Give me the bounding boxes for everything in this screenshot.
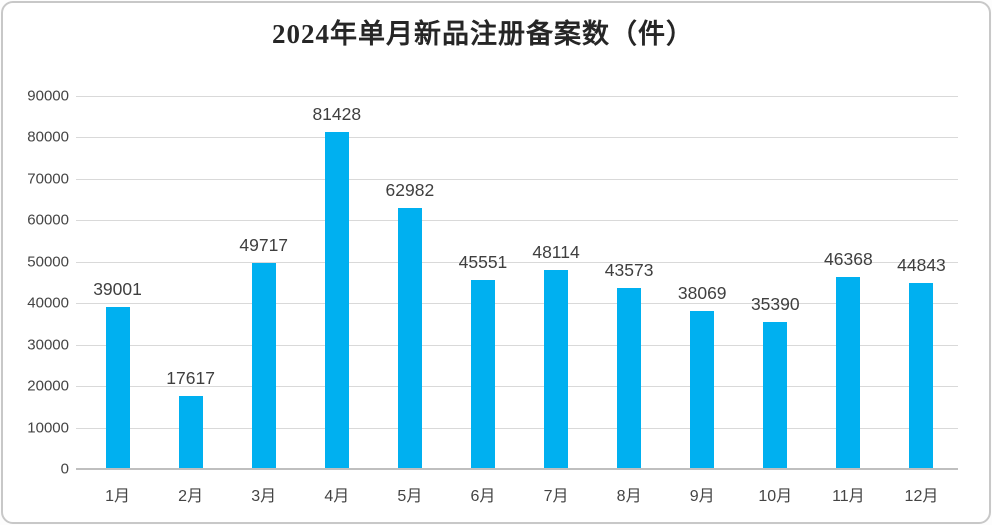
gridline: [76, 344, 958, 346]
data-label: 49717: [239, 234, 289, 255]
data-label: 62982: [385, 179, 435, 200]
x-axis-tick-label: 6月: [470, 488, 496, 505]
bar-12月: [909, 283, 934, 469]
data-label: 43573: [604, 260, 654, 281]
y-axis-tick-label: 60000: [27, 211, 69, 229]
bar-1月: [105, 307, 130, 469]
gridline: [76, 427, 958, 429]
y-axis-tick-label: 0: [60, 460, 69, 478]
data-label: 46368: [824, 248, 873, 269]
y-axis-tick-label: 10000: [27, 419, 69, 437]
gridline: [76, 261, 958, 263]
data-label: 17617: [166, 367, 215, 388]
x-axis-tick-label: 7月: [543, 488, 569, 505]
chart-title: 2024年单月新品注册备案数（件）: [272, 19, 694, 49]
bar-4月: [324, 131, 349, 469]
y-axis-tick-label: 70000: [27, 170, 69, 188]
x-axis-tick-label: 4月: [324, 488, 350, 505]
data-label: 45551: [458, 252, 508, 273]
data-label: 38069: [677, 283, 727, 304]
gridline: [76, 137, 958, 139]
x-axis-tick-label: 8月: [616, 488, 642, 505]
bar-5月: [397, 207, 422, 469]
x-axis-tick-label: 12月: [904, 488, 939, 505]
bar-9月: [690, 311, 715, 469]
bar-11月: [836, 276, 861, 469]
x-axis-tick-label: 3月: [251, 488, 277, 505]
gridline: [76, 386, 958, 388]
data-label: 48114: [532, 241, 580, 262]
data-label: 35390: [750, 294, 800, 315]
data-label: 81428: [312, 103, 362, 124]
gridline: [76, 220, 958, 222]
data-label: 44843: [897, 255, 946, 276]
bar-8月: [617, 288, 642, 469]
x-axis-tick-label: 5月: [397, 488, 423, 505]
y-axis-tick-label: 20000: [27, 377, 69, 395]
y-axis-tick-label: 50000: [27, 253, 69, 271]
bar-3月: [251, 262, 276, 469]
y-axis-tick-label: 40000: [27, 294, 69, 312]
bar-6月: [470, 280, 495, 469]
data-label: 39001: [93, 279, 142, 300]
x-axis-tick-label: 1月: [105, 488, 130, 505]
x-axis-tick-label: 9月: [689, 488, 715, 505]
y-axis-tick-label: 30000: [27, 336, 69, 354]
x-axis-tick-label: 2月: [178, 488, 204, 505]
y-axis-tick-label: 80000: [27, 128, 69, 146]
gridline: [76, 96, 958, 97]
bar-2月: [178, 395, 203, 469]
x-axis-tick-label: 11月: [832, 488, 865, 505]
x-axis-line: [76, 468, 958, 470]
gridline: [76, 178, 958, 180]
x-axis-tick-label: 10月: [758, 488, 793, 505]
bar-10月: [763, 322, 788, 469]
bar-7月: [544, 269, 569, 469]
gridline: [76, 303, 958, 305]
y-axis-tick-label: 90000: [27, 87, 69, 105]
